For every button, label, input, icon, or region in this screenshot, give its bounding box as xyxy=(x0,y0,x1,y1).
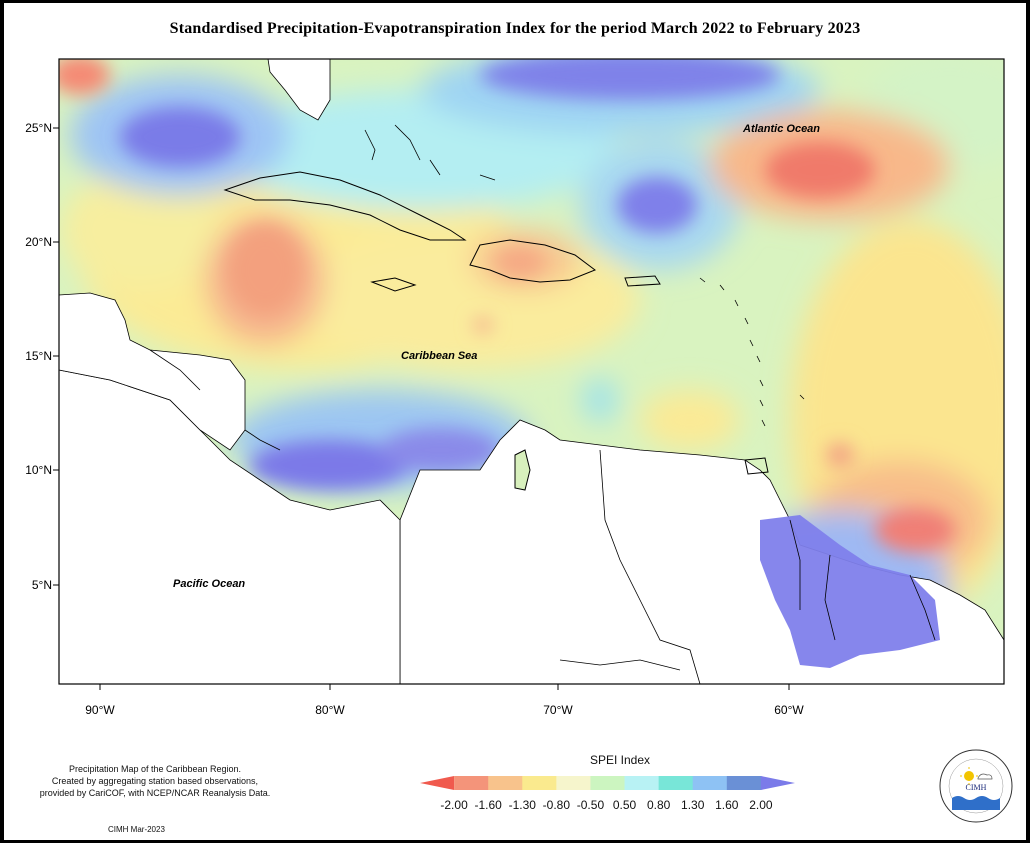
logo-text: CIMH xyxy=(965,783,987,792)
lon-label-90w: 90°W xyxy=(85,703,115,717)
guianas-blue xyxy=(760,515,940,668)
lat-label-5n: 5°N xyxy=(31,578,52,592)
jamaica-outline xyxy=(370,277,417,292)
lon-label-70w: 70°W xyxy=(543,703,573,717)
lat-label-10n: 10°N xyxy=(25,463,52,477)
map-description: Precipitation Map of the Caribbean Regio… xyxy=(10,763,300,799)
legend-tick-label: -1.60 xyxy=(474,798,502,812)
legend-tick-label: 1.30 xyxy=(681,798,705,812)
country-borders xyxy=(149,349,936,684)
caribbean-sea-label: Caribbean Sea xyxy=(401,350,478,362)
note-line-1: Precipitation Map of the Caribbean Regio… xyxy=(68,764,242,774)
legend-tick-label: -0.50 xyxy=(576,798,605,812)
note-line-3: provided by CariCOF, with NCEP/NCAR Rean… xyxy=(39,788,271,798)
legend-tick-label: 0.80 xyxy=(646,798,671,812)
legend-title: SPEI Index xyxy=(589,753,651,767)
legend-tick-label: -2.00 xyxy=(440,798,468,812)
sun-icon xyxy=(964,771,974,781)
map-title: Standardised Precipitation-Evapotranspir… xyxy=(169,20,861,37)
lat-label-15n: 15°N xyxy=(25,349,52,363)
lat-label-25n: 25°N xyxy=(25,121,52,135)
legend-tick-label: 0.50 xyxy=(612,798,637,812)
lesser-antilles-outline xyxy=(699,277,805,427)
hispaniola-outline xyxy=(469,239,597,283)
cuba-outline xyxy=(223,171,467,241)
map-frame xyxy=(58,58,1005,685)
florida-land xyxy=(267,59,331,121)
lat-label-20n: 20°N xyxy=(25,235,52,249)
central-america-north xyxy=(59,292,246,451)
cimh-logo xyxy=(939,749,1013,823)
pacific-ocean-label: Pacific Ocean xyxy=(173,578,246,590)
axis-ticks xyxy=(53,127,790,690)
legend-tick-label: -1.30 xyxy=(508,798,536,812)
legend-tick-label: 2.00 xyxy=(749,798,773,812)
lon-label-60w: 60°W xyxy=(774,703,804,717)
note-line-2: Created by aggregating station based obs… xyxy=(51,776,259,786)
trinidad-outline xyxy=(744,457,769,475)
atlantic-ocean-label: Atlantic Ocean xyxy=(743,123,821,135)
puerto-rico-outline xyxy=(624,275,661,287)
cloud-icon xyxy=(977,773,993,780)
bahamas-outline xyxy=(364,124,496,181)
legend-tick-label: -0.80 xyxy=(542,798,571,812)
credit-text: CIMH Mar-2023 xyxy=(108,825,165,834)
lon-label-80w: 80°W xyxy=(315,703,345,717)
legend-tick-label: 1.60 xyxy=(715,798,739,812)
wave-icon xyxy=(952,796,1000,810)
maracaibo-outline xyxy=(514,449,531,491)
spei-field xyxy=(59,59,1004,684)
